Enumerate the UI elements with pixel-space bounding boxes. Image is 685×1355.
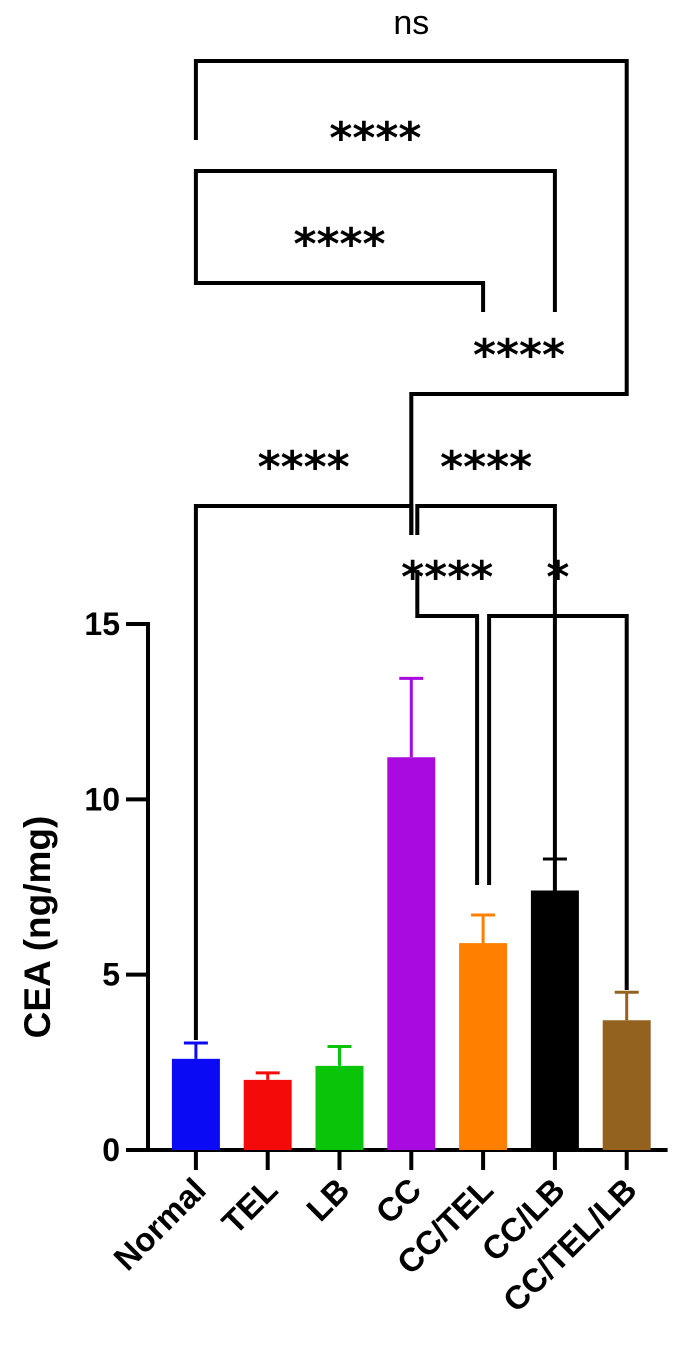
bar [459,943,508,1150]
significance-label: * [546,552,569,603]
significance-bracket [193,59,629,364]
significance-label: ns [393,4,429,42]
chart-bars [171,757,651,1150]
bar [315,1065,364,1150]
significance-label: **** [440,442,532,493]
x-tick-label: TEL [214,1171,284,1241]
y-axis-title: CEA (ng/mg) [17,816,58,1039]
y-tick-label: 15 [84,606,120,642]
significance-bracket [487,614,629,990]
chart-axes [126,622,668,1170]
significance-bracket [415,504,557,1105]
bar [243,1079,292,1150]
significance-bracket [415,570,480,885]
significance-label: **** [258,442,350,493]
significance-label: **** [293,219,385,270]
x-tick-label: Normal [106,1171,213,1278]
bar [602,1020,651,1150]
significance-bracket [193,504,414,1040]
significance-bracket [193,255,486,312]
significance-label: **** [473,330,565,381]
significance-label: **** [329,113,421,164]
significance-bracket [193,169,557,312]
y-tick-label: 0 [102,1132,120,1168]
significance-label: **** [401,552,493,603]
significance-brackets: **** ***** ****************ns [193,4,629,1105]
x-tick-label: CC [368,1171,428,1231]
x-tick-label: LB [299,1171,356,1228]
bar [171,1058,220,1150]
y-tick-label: 5 [102,957,120,993]
y-tick-label: 10 [84,781,120,817]
bar [387,757,436,1150]
significance-bracket [409,364,629,535]
